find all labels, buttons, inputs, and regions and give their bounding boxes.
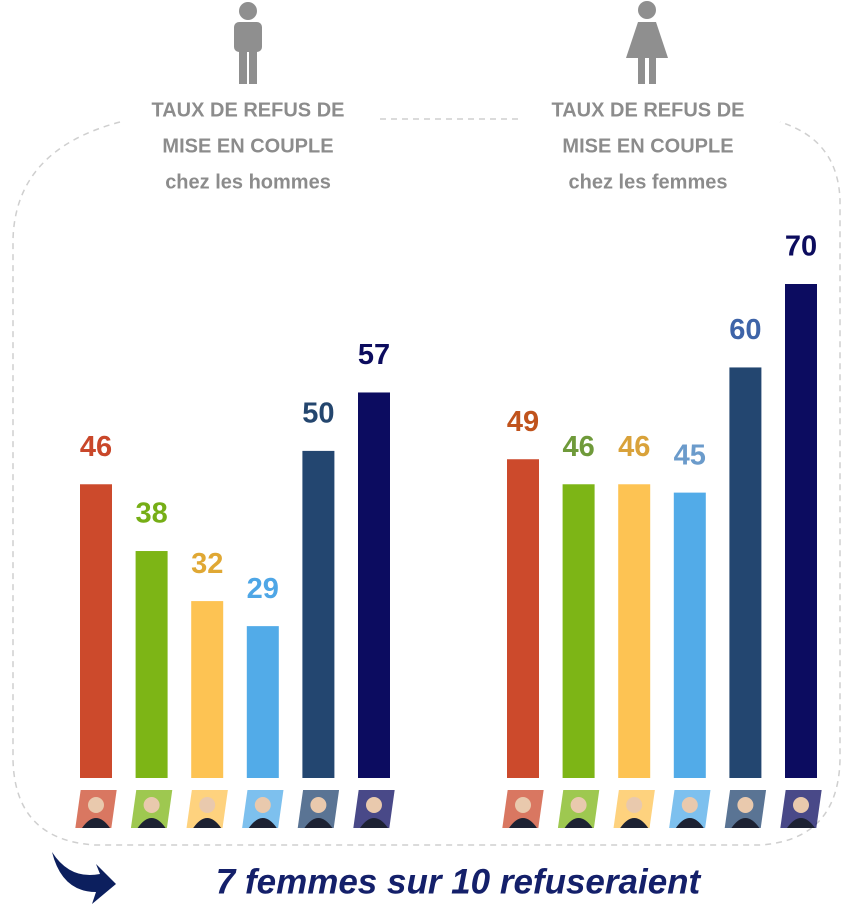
chart-title: TAUX DE REFUS DE <box>152 99 345 121</box>
candidate-face <box>254 797 271 813</box>
value-label: 70 <box>785 231 817 263</box>
candidate-face <box>626 797 643 813</box>
candidate-face <box>737 797 754 813</box>
candidate-face <box>681 797 698 813</box>
candidate-suit <box>360 818 388 828</box>
candidate-suit <box>193 818 222 828</box>
chart-title: MISE EN COUPLE <box>562 135 733 157</box>
bar <box>358 392 390 778</box>
bar <box>562 484 595 778</box>
candidate-suit <box>731 818 760 828</box>
value-label: 46 <box>80 431 112 463</box>
chart-title: chez les hommes <box>165 171 331 193</box>
footer: 7 femmes sur 10 refuseraient <box>216 862 702 901</box>
value-label: 49 <box>507 406 539 438</box>
candidate-suit <box>304 818 333 828</box>
man-icon <box>234 2 262 84</box>
candidate-suit <box>675 818 704 828</box>
value-label: 32 <box>191 548 223 580</box>
bar <box>246 626 279 778</box>
value-label: 38 <box>135 498 167 530</box>
candidate-face <box>88 797 104 813</box>
candidate-suit <box>620 818 649 828</box>
value-label: 50 <box>302 398 334 430</box>
candidate-face <box>143 797 160 813</box>
bar <box>302 450 335 778</box>
candidate-face <box>570 797 587 813</box>
bar <box>80 484 112 778</box>
bar <box>729 367 762 778</box>
bar <box>135 551 168 778</box>
value-label: 45 <box>674 439 706 471</box>
candidate-suit <box>564 818 593 828</box>
bar <box>191 601 224 778</box>
candidate-suit <box>82 818 110 828</box>
candidate-face <box>199 797 216 813</box>
value-label: 29 <box>247 573 279 605</box>
woman-icon <box>626 1 668 84</box>
candidate-face <box>515 797 531 813</box>
candidate-face <box>793 797 809 813</box>
chart-title: chez les femmes <box>569 171 728 193</box>
candidate-face <box>366 797 382 813</box>
candidate-suit <box>248 818 277 828</box>
candidate-suit <box>509 818 537 828</box>
bar <box>507 459 539 778</box>
bar <box>673 492 706 778</box>
value-label: 57 <box>358 339 390 371</box>
bar <box>785 284 817 778</box>
candidate-suit <box>137 818 166 828</box>
value-label: 46 <box>562 431 594 463</box>
frame <box>12 121 841 846</box>
chart-title: TAUX DE REFUS DE <box>552 99 745 121</box>
arrow <box>52 852 116 904</box>
value-label: 46 <box>618 431 650 463</box>
candidate-face <box>310 797 327 813</box>
chart-title: MISE EN COUPLE <box>162 135 333 157</box>
candidate-suit <box>787 818 815 828</box>
value-label: 60 <box>729 314 761 346</box>
bar <box>618 484 651 778</box>
